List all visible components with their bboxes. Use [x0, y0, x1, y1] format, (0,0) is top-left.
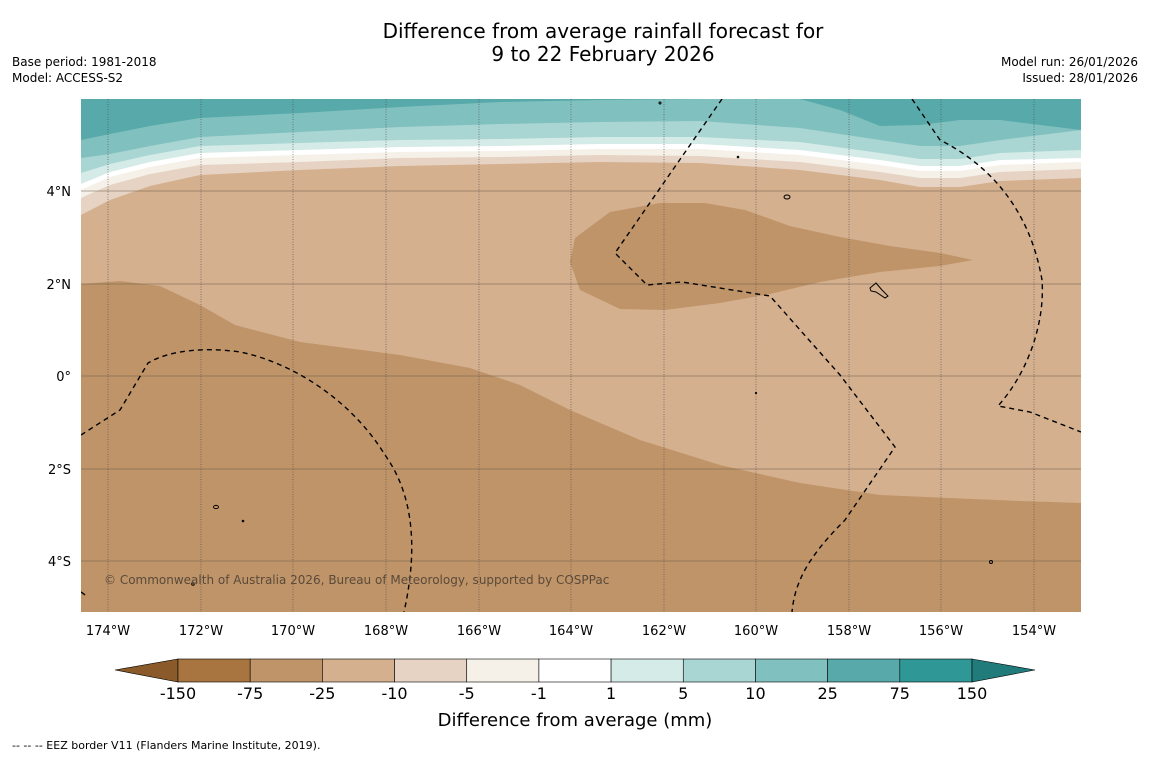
colorbar-cell: [538, 658, 612, 683]
colorbar-label: -75: [237, 684, 263, 703]
title-line-2: 9 to 22 February 2026: [491, 42, 715, 66]
colorbar-title: Difference from average (mm): [438, 710, 713, 731]
x-tick-label: 156°W: [919, 624, 963, 639]
colorbar-cells: [177, 658, 973, 683]
colorbar-label: 5: [678, 684, 688, 703]
meta-left: Base period: 1981-2018 Model: ACCESS-S2: [12, 55, 157, 86]
x-tick-label: 170°W: [271, 624, 315, 639]
x-tick-label: 168°W: [364, 624, 408, 639]
island-7: [658, 101, 662, 105]
y-tick-label: 4°N: [47, 185, 72, 200]
island-6: [989, 560, 993, 564]
meridian-lines: [107, 99, 1035, 612]
colorbar-cell: [177, 658, 251, 683]
colorbar-cell: [755, 658, 828, 683]
islands: [191, 101, 993, 586]
colorbar: -150 -75 -25 -10 -5 -1 1 5 10 25 75 150 Difference …: [114, 658, 1036, 731]
eez-border-east: [911, 99, 1081, 433]
copyright-text: © Commonwealth of Australia 2026, Bureau…: [104, 573, 609, 587]
island-4: [241, 519, 245, 523]
colorbar-labels: -150 -75 -25 -10 -5 -1 1 5 10 25 75 150: [160, 684, 987, 703]
band-plus10-plus25: [81, 99, 1081, 158]
rainfall-map: © Commonwealth of Australia 2026, Bureau…: [81, 99, 1081, 612]
meta-right: Model run: 26/01/2026 Issued: 28/01/2026: [1001, 55, 1138, 86]
colorbar-label: -10: [381, 684, 407, 703]
title-line-1: Difference from average rainfall forecas…: [382, 19, 824, 43]
x-tick-label: 172°W: [179, 624, 223, 639]
colorbar-cell: [249, 658, 323, 683]
model-name: Model: ACCESS-S2: [12, 70, 124, 85]
base-period: Base period: 1981-2018: [12, 55, 157, 69]
island-5: [191, 582, 195, 586]
footer-note: -- -- -- EEZ border V11 (Flanders Marine…: [12, 739, 321, 752]
colorbar-label: 25: [817, 684, 837, 703]
eez-border-west: [81, 349, 413, 612]
colorbar-cell: [394, 658, 468, 683]
colorbar-cell: [322, 658, 395, 683]
x-tick-label: 162°W: [642, 624, 686, 639]
island-1: [783, 194, 791, 200]
map-title: Difference from average rainfall forecas…: [0, 20, 1150, 66]
colorbar-label: 1: [606, 684, 616, 703]
y-tick-label: 2°N: [47, 278, 72, 293]
colorbar-label: 150: [957, 684, 988, 703]
colorbar-label: 10: [745, 684, 765, 703]
x-tick-label: 160°W: [734, 624, 778, 639]
y-tick-label: 4°S: [48, 555, 71, 570]
y-tick-label: 2°S: [48, 463, 71, 478]
colorbar-cell: [827, 658, 901, 683]
x-tick-labels: 174°W 172°W 170°W 168°W 166°W 164°W 162°…: [86, 624, 1056, 639]
colorbar-label: -25: [309, 684, 335, 703]
colorbar-label: -150: [160, 684, 196, 703]
colorbar-over-arrow: [971, 658, 1036, 683]
y-tick-labels: 4°N 2°N 0° 2°S 4°S: [47, 185, 72, 570]
model-run: Model run: 26/01/2026: [1000, 55, 1138, 69]
eez-borders: [81, 99, 1081, 612]
x-tick-label: 164°W: [549, 624, 593, 639]
y-tick-label: 0°: [56, 370, 71, 385]
issued-date: Issued: 28/01/2026: [1022, 70, 1138, 85]
band-plus25-plus75: [81, 99, 1081, 140]
x-tick-label: 166°W: [457, 624, 501, 639]
colorbar-label: -5: [459, 684, 475, 703]
x-tick-label: 174°W: [86, 624, 130, 639]
island-3: [213, 504, 219, 510]
colorbar-cell: [682, 658, 756, 683]
eez-border-central: [614, 99, 896, 612]
grid-lines: [81, 190, 1081, 562]
x-tick-label: 154°W: [1012, 624, 1056, 639]
island-2: [869, 282, 889, 299]
colorbar-cell: [610, 658, 684, 683]
colorbar-cell: [466, 658, 540, 683]
colorbar-cell: [899, 658, 973, 683]
eez-border-corner: [81, 591, 89, 598]
island-9: [754, 391, 758, 395]
band-dry-south: [81, 281, 1081, 612]
colorbar-label: -1: [531, 684, 547, 703]
colorbar-under-arrow: [114, 658, 179, 683]
island-8: [736, 155, 740, 159]
colorbar-label: 75: [890, 684, 910, 703]
x-tick-label: 158°W: [827, 624, 871, 639]
